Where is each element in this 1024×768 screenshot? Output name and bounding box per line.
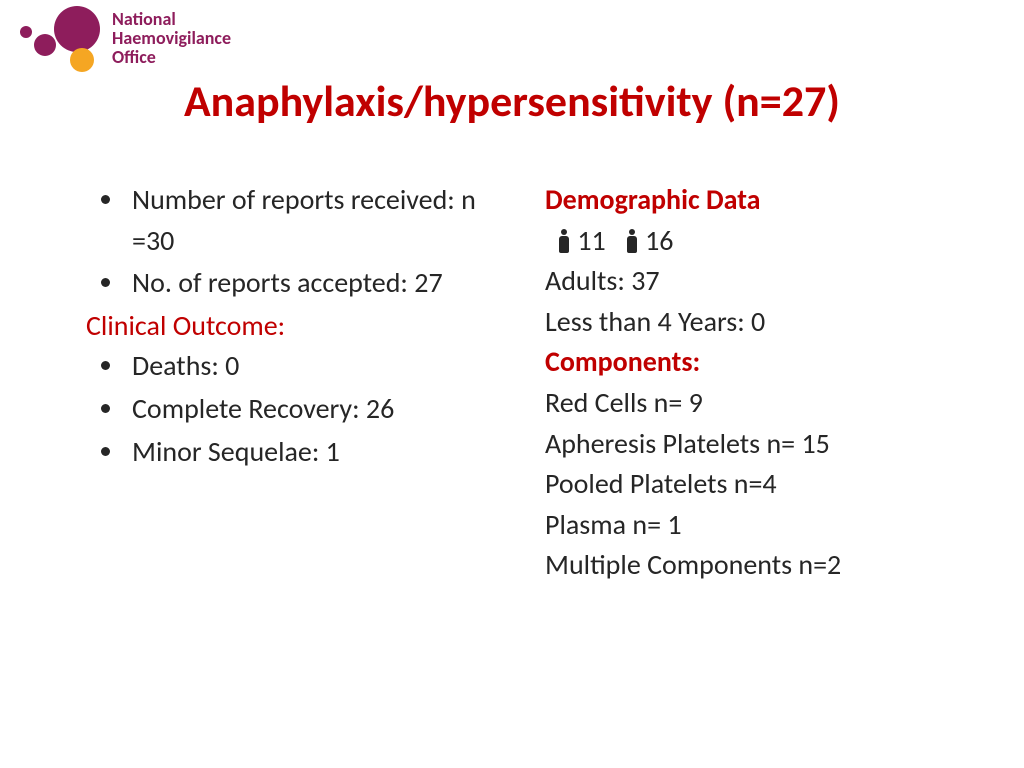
demographic-counts: 11 16 bbox=[545, 221, 964, 262]
demographic-heading: Demographic Data bbox=[545, 180, 964, 221]
org-logo: National Haemovigilance Office bbox=[18, 6, 231, 68]
person-icon bbox=[557, 229, 571, 253]
component-red-cells: Red Cells n= 9 bbox=[545, 383, 964, 424]
bullet-recovery: Complete Recovery: 26 bbox=[126, 389, 505, 430]
slide-title: Anaphylaxis/hypersensitivity (n=27) bbox=[0, 74, 1024, 128]
demo-count-2: 16 bbox=[645, 223, 673, 258]
reports-list: Number of reports received: n =30 No. of… bbox=[86, 180, 505, 304]
person-icon bbox=[625, 229, 639, 253]
bullet-reports-received: Number of reports received: n =30 bbox=[126, 180, 505, 261]
component-multiple: Multiple Components n=2 bbox=[545, 545, 964, 586]
component-apheresis: Apheresis Platelets n= 15 bbox=[545, 424, 964, 465]
demo-count-1: 11 bbox=[577, 223, 605, 258]
adults-line: Adults: 37 bbox=[545, 261, 964, 302]
clinical-outcome-heading: Clinical Outcome: bbox=[86, 306, 505, 347]
logo-text: National Haemovigilance Office bbox=[112, 10, 231, 67]
left-column: Number of reports received: n =30 No. of… bbox=[86, 180, 535, 586]
logo-mark bbox=[18, 6, 106, 68]
bullet-reports-accepted: No. of reports accepted: 27 bbox=[126, 263, 505, 304]
right-column: Demographic Data 11 16 Adults: 37 Less t… bbox=[535, 180, 964, 586]
components-heading: Components: bbox=[545, 342, 964, 383]
content-columns: Number of reports received: n =30 No. of… bbox=[86, 180, 964, 586]
lt4-line: Less than 4 Years: 0 bbox=[545, 302, 964, 343]
logo-line-2: Haemovigilance bbox=[112, 29, 231, 48]
logo-line-3: Office bbox=[112, 48, 231, 67]
bullet-sequelae: Minor Sequelae: 1 bbox=[126, 432, 505, 473]
component-pooled: Pooled Platelets n=4 bbox=[545, 464, 964, 505]
clinical-outcome-list: Deaths: 0 Complete Recovery: 26 Minor Se… bbox=[86, 346, 505, 472]
bullet-deaths: Deaths: 0 bbox=[126, 346, 505, 387]
component-plasma: Plasma n= 1 bbox=[545, 505, 964, 546]
